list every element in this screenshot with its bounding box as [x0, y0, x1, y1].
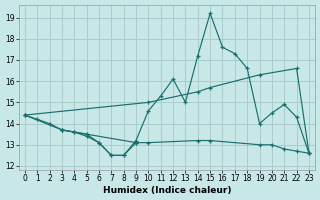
X-axis label: Humidex (Indice chaleur): Humidex (Indice chaleur) — [103, 186, 231, 195]
